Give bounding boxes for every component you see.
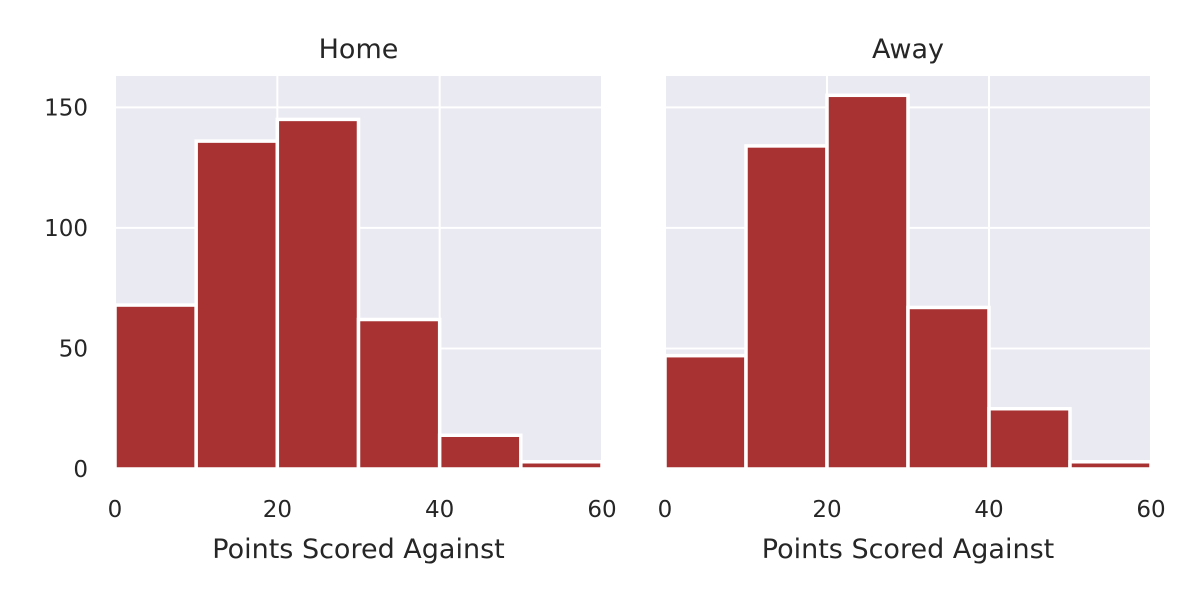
histogram-bar [113,303,198,471]
histogram-bar [275,117,361,471]
histogram-bar [519,460,604,471]
histogram-bar [356,317,442,471]
x-tick-label: 20 [263,497,292,523]
y-tick-label: 0 [73,457,88,483]
x-tick-label: 40 [974,497,1003,523]
histogram-bar [987,406,1072,471]
x-tick-label: 60 [1136,497,1165,523]
x-axis-label: Points Scored Against [212,534,504,565]
histogram-bar [194,139,280,471]
panel-title: Away [872,34,944,65]
x-tick-label: 0 [658,497,673,523]
histogram-bar [437,433,523,471]
panel-title: Home [319,34,399,65]
histogram-bar [1068,460,1153,471]
x-tick-label: 0 [108,497,123,523]
chart-panel-away: Away 0 20 40 60 Points Scored Against [658,34,1166,565]
chart-panel-home: Home 0 20 40 60 0 50 100 150 Points Scored Agains… [44,34,617,565]
x-tick-label: 40 [425,497,454,523]
histogram-bar [744,144,829,471]
histogram-bar [825,93,910,471]
histogram-bar [906,305,991,471]
y-tick-label: 50 [59,336,88,362]
y-tick-label: 150 [44,95,88,121]
x-tick-label: 20 [812,497,841,523]
y-tick-label: 100 [44,216,88,242]
x-tick-label: 60 [587,497,616,523]
x-axis-label: Points Scored Against [762,534,1054,565]
histogram-bar [663,353,748,471]
